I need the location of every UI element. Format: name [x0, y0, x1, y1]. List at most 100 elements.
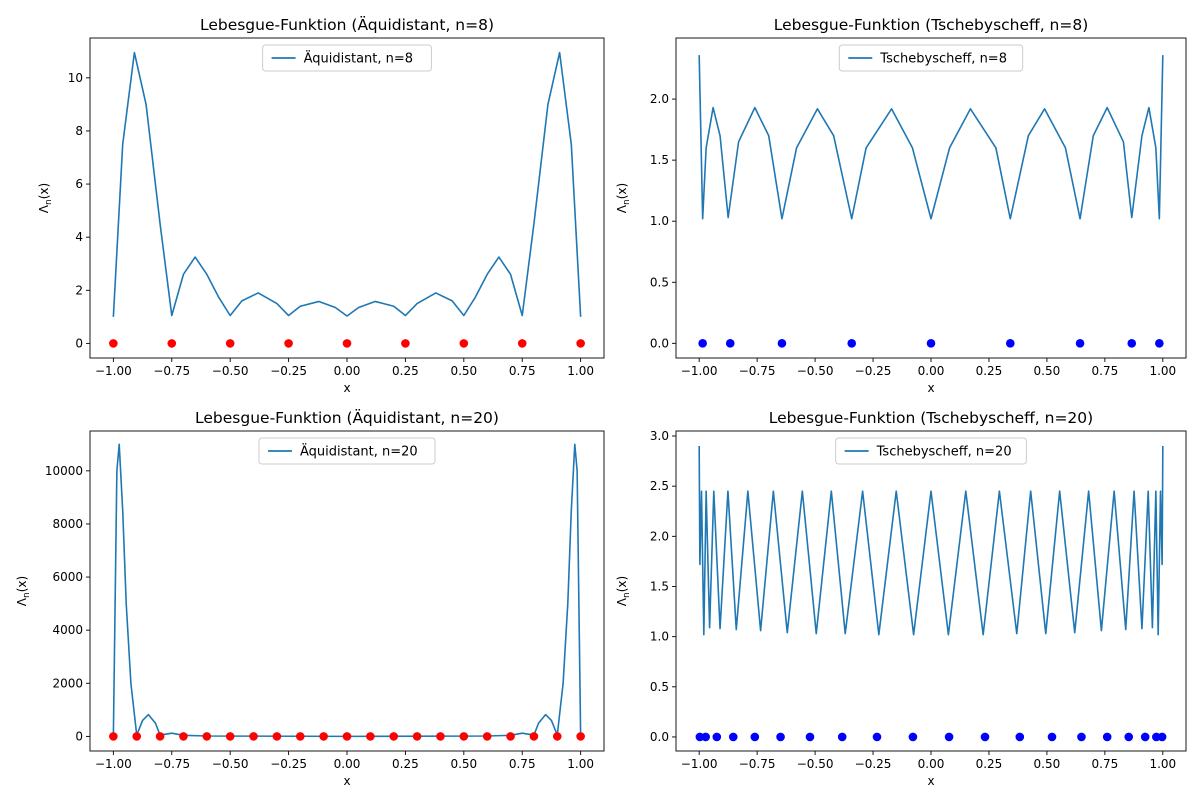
node-point	[712, 732, 722, 742]
node-point	[725, 339, 735, 348]
x-tick-label: 1.00	[567, 364, 594, 378]
x-tick-label: −0.50	[212, 757, 249, 771]
y-tick-label: 2.0	[650, 92, 669, 106]
node-point	[482, 732, 492, 741]
x-tick-label: 0.00	[334, 757, 361, 771]
chart-panel-4: −1.00 −0.75 −0.50 −0.25 0.00 0.25 0.50 0.75 1.00…	[615, 409, 1187, 788]
y-tick-label: 4	[75, 230, 83, 244]
node-point	[167, 339, 177, 348]
chart-panel-2: −1.00 −0.75 −0.50 −0.25 0.00 0.25 0.50 0.75 1.00…	[615, 16, 1187, 395]
x-tick-label: −0.50	[797, 757, 834, 771]
y-tick-label: 6000	[52, 570, 83, 584]
node-point	[750, 732, 760, 742]
chart-title: Lebesgue-Funktion (Tschebyscheff, n=8)	[774, 16, 1089, 34]
node-point	[777, 339, 787, 348]
y-label-paren: (x)	[37, 183, 51, 199]
node-point	[225, 732, 235, 741]
legend-box	[262, 44, 432, 72]
chart-title: Lebesgue-Funktion (Äquidistant, n=20)	[195, 408, 499, 427]
x-tick-label: 1.00	[1149, 757, 1176, 771]
node-point	[1157, 732, 1167, 742]
x-tick-label: 0.00	[918, 364, 945, 378]
chart-title: Lebesgue-Funktion (Tschebyscheff, n=20)	[769, 409, 1093, 427]
y-tick-label: 0	[75, 729, 83, 743]
x-tick-label: −1.00	[681, 757, 718, 771]
x-tick-label: −0.75	[739, 757, 776, 771]
x-tick-label: 1.00	[567, 757, 594, 771]
x-tick-label: −0.50	[797, 364, 834, 378]
y-label-base: Λ	[37, 204, 51, 213]
x-tick-label: 0.25	[976, 757, 1003, 771]
chart-panel-1: −1.00 −0.75 −0.50 −0.25 0.00 0.25 0.50 0.75 1.00…	[37, 15, 605, 395]
x-tick-label: 0.50	[450, 364, 477, 378]
node-point	[552, 732, 562, 741]
y-axis-label: Λn(x)	[37, 183, 54, 213]
node-point	[1005, 339, 1015, 348]
x-tick-label: 0.00	[918, 757, 945, 771]
node-point	[342, 732, 352, 741]
node-point	[837, 732, 847, 742]
x-axis-label: x	[343, 381, 350, 395]
legend: Äquidistant, n=20	[258, 437, 436, 465]
chart-title: Lebesgue-Funktion (Äquidistant, n=8)	[200, 15, 494, 34]
node-point	[944, 732, 954, 742]
chart-panel-3: −1.00 −0.75 −0.50 −0.25 0.00 0.25 0.50 0.75 1.00…	[15, 408, 605, 788]
node-point	[249, 732, 258, 741]
node-point	[459, 732, 469, 741]
series-line-1	[112, 51, 582, 317]
legend-box	[838, 44, 1024, 72]
y-tick-label: 10000	[45, 464, 83, 478]
node-point	[926, 339, 936, 348]
legend: Tschebyscheff, n=20	[835, 437, 1027, 465]
x-tick-label: −1.00	[95, 364, 132, 378]
series-line-1	[698, 55, 1164, 220]
node-point	[436, 732, 445, 741]
y-label-sub: n	[22, 592, 32, 598]
node-point	[728, 732, 738, 742]
y-label-sub: n	[622, 199, 632, 205]
node-point	[698, 339, 707, 348]
y-tick-label: 10	[68, 71, 83, 85]
node-point	[225, 339, 235, 348]
node-point	[132, 732, 142, 741]
x-tick-label: 0.25	[976, 364, 1003, 378]
x-tick-label: −0.25	[270, 364, 307, 378]
x-tick-label: 1.00	[1149, 364, 1176, 378]
y-axis-label: Λn(x)	[15, 576, 32, 606]
y-tick-label: 8000	[52, 517, 83, 531]
node-point	[506, 732, 515, 741]
y-label-sub: n	[44, 199, 54, 205]
y-tick-label: 0.5	[650, 275, 669, 289]
y-label-paren: (x)	[615, 183, 629, 199]
y-tick-label: 6	[75, 177, 83, 191]
node-point	[1075, 339, 1085, 348]
y-label-base: Λ	[615, 204, 629, 213]
axes-frame	[675, 430, 1187, 752]
axes-frame	[89, 430, 605, 752]
x-tick-label: −0.75	[153, 364, 190, 378]
y-tick-label: 8	[75, 124, 83, 138]
x-tick-label: 0.75	[509, 364, 536, 378]
legend-label: Äquidistant, n=8	[304, 51, 413, 67]
x-tick-label: −0.25	[855, 757, 892, 771]
x-axis-label: x	[927, 381, 934, 395]
y-tick-label: 0	[75, 336, 83, 350]
x-tick-label: 0.75	[1092, 757, 1119, 771]
y-tick-label: 2.5	[650, 479, 669, 493]
node-point	[295, 732, 305, 741]
node-point	[1077, 732, 1086, 742]
x-tick-label: −0.25	[855, 364, 892, 378]
node-point	[872, 732, 882, 742]
y-tick-label: 0.5	[650, 680, 669, 694]
x-tick-label: −0.25	[270, 757, 307, 771]
series-line-1	[112, 443, 582, 738]
node-point	[1127, 339, 1137, 348]
x-tick-label: 0.25	[392, 364, 419, 378]
y-tick-label: 2	[75, 283, 83, 297]
x-tick-label: 0.50	[1034, 364, 1061, 378]
node-point	[366, 732, 375, 741]
x-tick-label: 0.75	[1092, 364, 1119, 378]
y-tick-label: 1.0	[650, 214, 669, 228]
legend-label: Tschebyscheff, n=20	[876, 445, 1012, 460]
